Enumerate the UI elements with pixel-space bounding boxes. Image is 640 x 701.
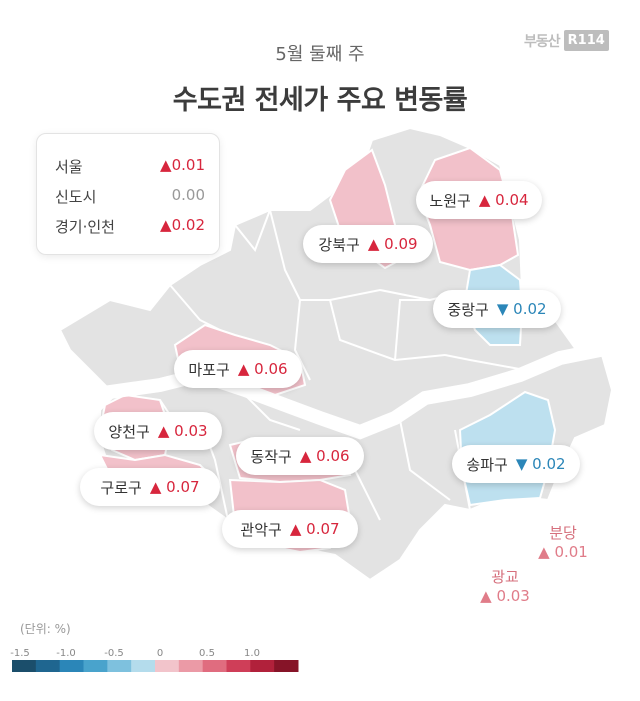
legend-tick-label: 0 bbox=[156, 648, 164, 659]
subtitle: 5월 둘째 주 bbox=[275, 44, 365, 65]
legend-unit: (단위: %) bbox=[20, 622, 71, 636]
summary-value: ▲0.02 bbox=[160, 216, 205, 234]
summary-row-seoul: 서울 ▲0.01 bbox=[55, 156, 205, 177]
legend-swatch bbox=[35, 660, 61, 672]
district-label-songpa[interactable]: 송파구 ▼ 0.02 bbox=[452, 445, 580, 483]
district-label-guro[interactable]: 구로구 ▲ 0.07 bbox=[80, 468, 220, 506]
legend-swatch bbox=[155, 660, 180, 672]
legend-swatch bbox=[12, 660, 37, 672]
district-label-nowon[interactable]: 노원구 ▲ 0.04 bbox=[416, 181, 542, 219]
page-title: 수도권 전세가 주요 변동률 bbox=[172, 85, 468, 116]
district-label-mapo[interactable]: 마포구 ▲ 0.06 bbox=[174, 350, 302, 388]
legend-color-scale bbox=[12, 660, 299, 672]
legend-swatch bbox=[131, 660, 156, 672]
legend-swatch bbox=[250, 660, 275, 672]
han-river bbox=[48, 343, 607, 440]
summary-row-newtown: 신도시 0.00 bbox=[55, 186, 205, 207]
outside-label-gwanggyo: 광교 ▲ 0.03 bbox=[480, 568, 530, 605]
summary-value: 0.00 bbox=[171, 186, 205, 204]
legend-tick-label: 0.5 bbox=[199, 648, 215, 659]
district-label-gangbuk[interactable]: 강북구 ▲ 0.09 bbox=[303, 225, 433, 263]
summary-label: 경기·인천 bbox=[55, 218, 115, 236]
logo-badge: R114 bbox=[563, 30, 609, 51]
legend-swatch bbox=[59, 660, 84, 672]
district-label-yangcheon[interactable]: 양천구 ▲ 0.03 bbox=[94, 412, 222, 450]
legend-tick-label: -0.5 bbox=[104, 648, 124, 659]
legend-swatch bbox=[202, 660, 227, 672]
legend-swatch bbox=[226, 660, 251, 672]
summary-row-gyeonggi: 경기·인천 ▲0.02 bbox=[55, 216, 205, 237]
outside-label-bundang: 분당 ▲ 0.01 bbox=[538, 524, 588, 561]
legend-swatch bbox=[83, 660, 108, 672]
district-label-dongjak[interactable]: 동작구 ▲ 0.06 bbox=[236, 437, 364, 475]
legend-tick-label: 1.0 bbox=[244, 648, 260, 659]
district-label-gwanak[interactable]: 관악구 ▲ 0.07 bbox=[222, 510, 358, 548]
summary-box: 서울 ▲0.01 신도시 0.00 경기·인천 ▲0.02 bbox=[36, 133, 220, 255]
logo-text: 부동산 bbox=[524, 33, 561, 50]
legend-swatch bbox=[107, 660, 132, 672]
summary-label: 서울 bbox=[55, 158, 83, 176]
summary-value: ▲0.01 bbox=[160, 156, 205, 174]
brand-logo: 부동산 R114 bbox=[524, 30, 609, 51]
summary-label: 신도시 bbox=[55, 188, 97, 206]
legend-swatch bbox=[274, 660, 299, 672]
legend-swatch bbox=[178, 660, 204, 672]
legend-tick-label: -1.5 bbox=[10, 648, 30, 659]
district-label-jungnang[interactable]: 중랑구 ▼ 0.02 bbox=[433, 290, 561, 328]
legend-tick-label: -1.0 bbox=[56, 648, 76, 659]
